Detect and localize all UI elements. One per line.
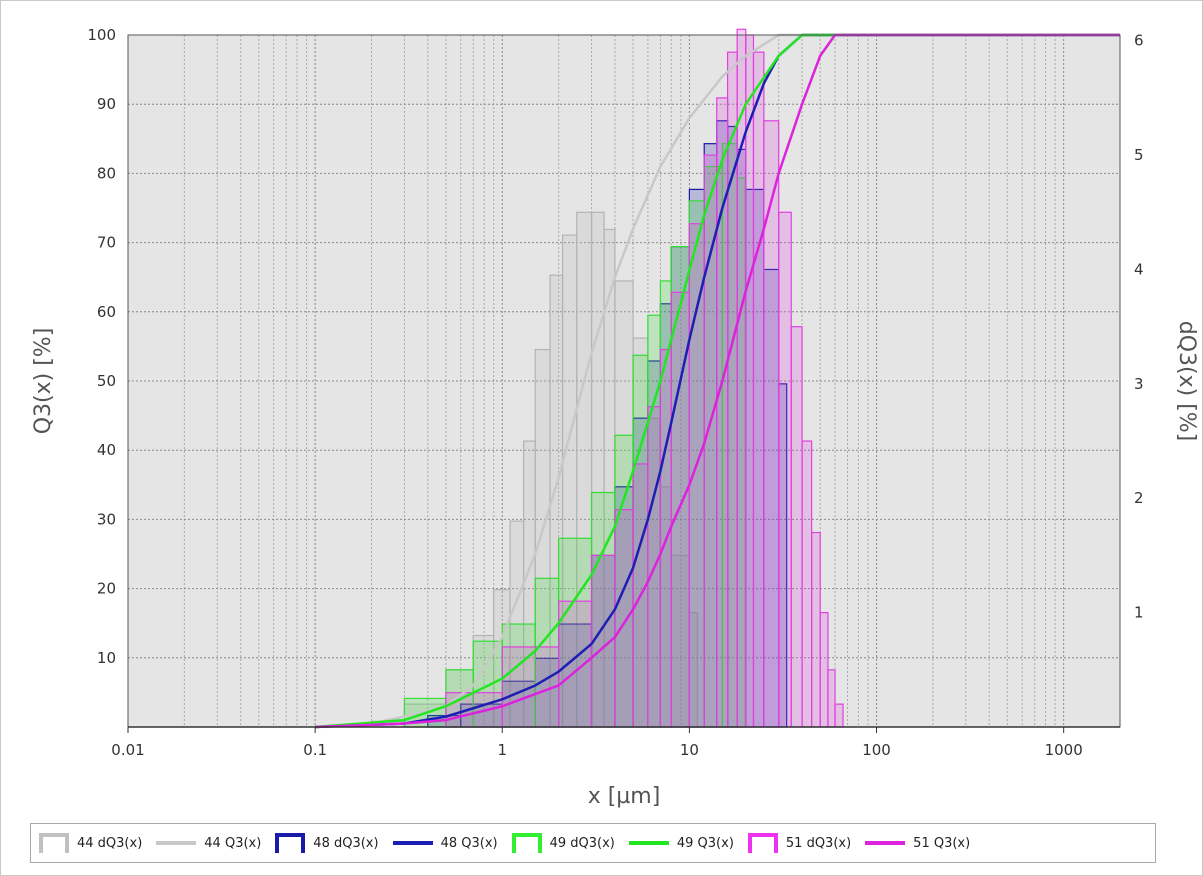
line-49-q3-x-: [315, 33, 1120, 729]
y-left-tick-label: 30: [97, 510, 116, 528]
legend-item: 48 dQ3(x): [275, 833, 379, 853]
histogram-bar: [445, 692, 503, 728]
legend-label: 51 dQ3(x): [785, 835, 852, 851]
legend-swatch-box: [747, 833, 778, 853]
y-left-tick-label: 90: [97, 95, 116, 113]
histogram-bar: [801, 440, 813, 728]
line-51-q3-x-: [315, 33, 1120, 729]
legend-swatch-box: [39, 833, 69, 853]
y-right-tick-label: 5: [1134, 146, 1144, 164]
histogram-49-dq3-x-: [403, 143, 746, 728]
histogram-bar: [763, 120, 780, 728]
legend-swatch-line: [865, 841, 906, 845]
histogram-bar: [790, 326, 803, 728]
legend-label: 48 dQ3(x): [313, 835, 379, 851]
y-left-tick-label: 10: [97, 649, 116, 667]
histogram-bar: [827, 669, 836, 728]
legend-swatch-line: [156, 841, 197, 845]
legend-swatch-line: [392, 841, 433, 845]
y-right-tick-label: 1: [1134, 604, 1144, 622]
legend-label: 44 dQ3(x): [77, 835, 143, 851]
legend-label: 44 Q3(x): [204, 835, 262, 851]
legend: 44 dQ3(x) 44 Q3(x) 48 dQ3(x) 48 Q3(x) 49 dQ3…: [30, 823, 1156, 863]
legend-label: 49 Q3(x): [676, 835, 734, 851]
histogram-bar: [778, 211, 792, 728]
legend-item: 49 Q3(x): [628, 835, 734, 851]
histogram-bar: [752, 51, 765, 728]
histogram-bar: [726, 51, 738, 728]
y-left-tick-label: 100: [87, 26, 116, 44]
histogram-bar: [557, 600, 593, 728]
legend-item: 48 Q3(x): [392, 835, 498, 851]
x-tick-label: 1000: [1045, 741, 1083, 759]
x-axis-title: x [µm]: [588, 784, 661, 809]
legend-label: 49 dQ3(x): [549, 835, 615, 851]
line-48-q3-x-: [315, 33, 1120, 729]
y-left-tick-label: 50: [97, 372, 116, 390]
legend-swatch-line: [628, 841, 669, 845]
legend-item: 49 dQ3(x): [511, 833, 615, 853]
y-left-tick-label: 60: [97, 303, 116, 321]
axes: [127, 34, 1121, 728]
legend-item: 44 Q3(x): [156, 836, 261, 851]
x-tick-label: 1: [497, 741, 507, 759]
histogram-bar: [745, 34, 755, 728]
y-left-tick-label: 80: [97, 164, 116, 182]
histogram-bar: [557, 537, 593, 728]
x-tick-label: 0.1: [303, 741, 327, 759]
y-right-tick-label: 3: [1134, 375, 1144, 393]
x-tick-label: 0.01: [111, 741, 144, 759]
legend-swatch-box: [511, 833, 542, 853]
y-left-tick-label: 20: [97, 580, 116, 598]
legend-swatch-box: [275, 833, 306, 853]
y-left-tick-label: 40: [97, 441, 116, 459]
histogram-bar: [834, 703, 844, 728]
histogram-bar: [811, 531, 821, 728]
y-right-tick-label: 2: [1134, 489, 1144, 507]
legend-label: 48 Q3(x): [440, 835, 498, 851]
x-tick-label: 100: [862, 741, 891, 759]
y-left-tick-label: 70: [97, 234, 116, 252]
legend-item: 44 dQ3(x): [39, 833, 142, 853]
y-right-tick-label: 4: [1134, 260, 1144, 278]
y-right-tick-label: 6: [1134, 32, 1144, 50]
tick-labels: 0.01 0.1 1 10 100 1000 10 20 30 40 50 60 70 80 90 100 1 2…: [87, 26, 1143, 759]
histogram-bar: [614, 509, 634, 728]
y-axis-title-right: dQ3(x) [%]: [1174, 321, 1199, 442]
histogram-bar: [819, 612, 829, 728]
legend-label: 51 Q3(x): [913, 835, 971, 851]
y-axis-title-left: Q3(x) [%]: [31, 328, 56, 435]
legend-item: 51 Q3(x): [865, 836, 970, 851]
legend-item: 51 dQ3(x): [747, 833, 852, 853]
x-tick-label: 10: [680, 741, 699, 759]
cumulative-lines-layer: [315, 33, 1120, 729]
